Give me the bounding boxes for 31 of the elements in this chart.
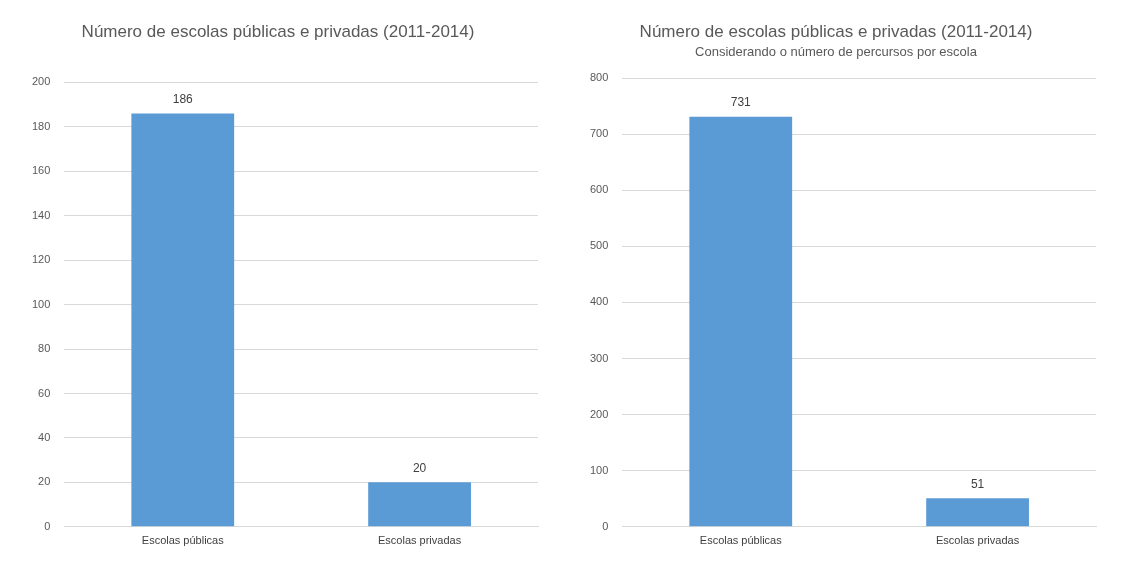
y-tick-label: 800 [589,71,609,84]
y-tick-label: 140 [31,208,51,221]
x-tick-label: Escolas privadas [378,534,462,547]
y-tick-label: 600 [589,183,609,196]
data-label: 186 [172,91,194,106]
chart-title: Número de escolas públicas e privadas (2011-2014) [639,21,1033,41]
x-tick-label: Escolas públicas [699,534,783,547]
y-tick-label: 200 [31,75,51,88]
data-label: 731 [730,95,752,110]
y-tick-label: 500 [589,239,609,252]
y-tick-label: 300 [589,351,609,364]
y-tick-label: 160 [31,164,51,177]
x-tick-label: Escolas privadas [936,534,1020,547]
y-tick-label: 20 [38,475,51,488]
data-label: 20 [412,460,427,475]
y-tick-label: 40 [38,430,51,443]
y-tick-label: 80 [38,342,51,355]
y-tick-label: 700 [589,127,609,140]
y-tick-label: 100 [589,463,609,476]
y-tick-label: 0 [44,519,51,532]
y-tick-label: 200 [589,407,609,420]
y-tick-label: 120 [31,253,51,266]
x-tick-label: Escolas públicas [141,534,225,547]
chart-subtitle: Considerando o número de percursos por escola [695,43,978,59]
data-label: 51 [970,476,985,491]
y-tick-label: 60 [38,386,51,399]
y-tick-label: 0 [602,519,609,532]
y-tick-label: 400 [589,295,609,308]
y-tick-label: 100 [31,297,51,310]
chart-title: Número de escolas públicas e privadas (2011-2014) [81,21,475,41]
y-tick-label: 180 [31,119,51,132]
